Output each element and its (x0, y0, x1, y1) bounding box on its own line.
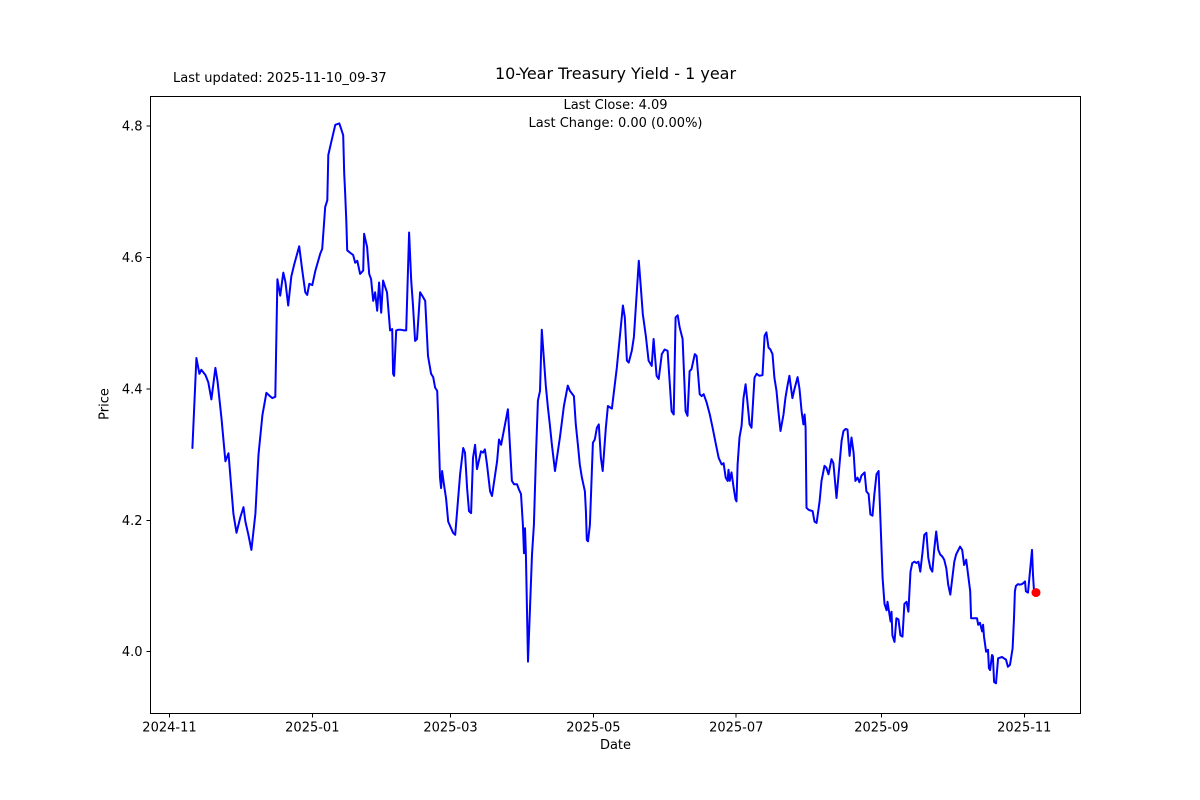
x-tick-label: 2024-11 (142, 721, 196, 736)
y-axis-label: Price (97, 388, 113, 420)
last-close-dot (1031, 588, 1041, 598)
last-close-text: Last Close: 4.09 (563, 98, 668, 113)
last-updated-text: Last updated: 2025-11-10_09-37 (173, 71, 387, 86)
y-tick-label: 4.8 (122, 120, 143, 135)
chart-title: 10-Year Treasury Yield - 1 year (494, 64, 737, 83)
y-tick-label: 4.2 (122, 514, 143, 529)
last-change-text: Last Change: 0.00 (0.00%) (528, 116, 703, 131)
y-tick-label: 4.6 (122, 251, 143, 266)
y-tick-label: 4.4 (122, 382, 143, 397)
x-tick-label: 2025-01 (285, 721, 339, 736)
x-tick-label: 2025-09 (854, 721, 908, 736)
x-tick-label: 2025-07 (709, 721, 763, 736)
x-tick-label: 2025-03 (423, 721, 477, 736)
y-tick-label: 4.0 (122, 645, 143, 660)
x-tick-label: 2025-05 (566, 721, 620, 736)
plot-border (150, 96, 1081, 714)
x-tick-label: 2025-11 (997, 721, 1051, 736)
x-axis-label: Date (599, 738, 632, 753)
price-line (191, 122, 1037, 685)
